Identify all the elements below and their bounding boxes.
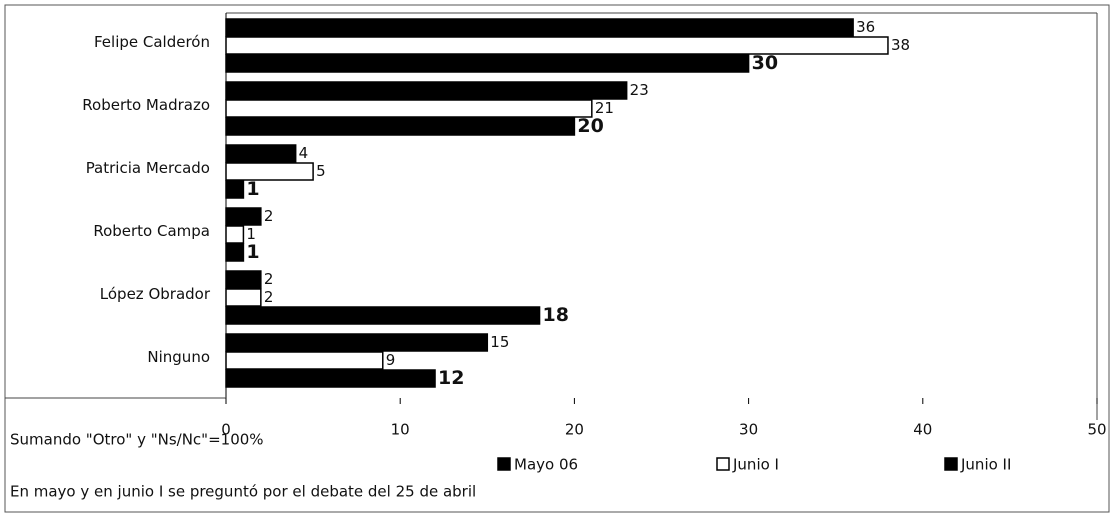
data-label: 20 bbox=[577, 115, 603, 137]
legend-label: Junio I bbox=[732, 456, 779, 474]
data-label: 36 bbox=[856, 18, 875, 36]
data-label: 1 bbox=[246, 225, 256, 243]
data-label: 18 bbox=[543, 304, 569, 326]
y-tick-label: López Obrador bbox=[100, 285, 211, 303]
chart-frame bbox=[4, 4, 1110, 513]
data-label: 12 bbox=[438, 367, 464, 389]
y-tick-label: Roberto Campa bbox=[93, 222, 210, 240]
x-tick-label: 30 bbox=[739, 421, 758, 439]
bar bbox=[225, 333, 489, 352]
y-tick-label: Roberto Madrazo bbox=[82, 96, 210, 114]
data-label: 23 bbox=[630, 81, 649, 99]
annotation: En mayo y en junio I se preguntó por el … bbox=[10, 483, 476, 501]
data-label: 30 bbox=[752, 52, 778, 74]
bar bbox=[225, 162, 314, 181]
legend-swatch bbox=[716, 457, 730, 471]
bar bbox=[225, 306, 541, 325]
bar bbox=[225, 243, 245, 262]
bar bbox=[225, 99, 593, 118]
data-label: 1 bbox=[246, 241, 259, 263]
bar bbox=[225, 369, 436, 388]
bar bbox=[225, 117, 576, 136]
legend-swatch bbox=[944, 457, 958, 471]
bar bbox=[225, 351, 384, 370]
bar bbox=[225, 144, 297, 163]
bar bbox=[225, 207, 262, 226]
legend-label: Junio II bbox=[960, 456, 1011, 474]
data-label: 5 bbox=[316, 162, 326, 180]
x-tick-label: 10 bbox=[391, 421, 410, 439]
legend-label: Mayo 06 bbox=[514, 456, 578, 474]
bar bbox=[225, 81, 628, 100]
x-tick-label: 20 bbox=[565, 421, 584, 439]
annotation: Sumando "Otro" y "Ns/Nc"=100% bbox=[10, 431, 264, 449]
bar bbox=[225, 225, 245, 244]
legend-swatch bbox=[497, 457, 511, 471]
bar bbox=[225, 288, 262, 307]
data-label: 9 bbox=[386, 351, 396, 369]
data-label: 1 bbox=[246, 178, 259, 200]
data-label: 15 bbox=[490, 333, 509, 351]
data-label: 2 bbox=[264, 288, 274, 306]
x-tick-label: 50 bbox=[1087, 421, 1106, 439]
bar bbox=[225, 36, 889, 55]
bar bbox=[225, 180, 245, 199]
y-tick-label: Felipe Calderón bbox=[94, 33, 210, 51]
bar bbox=[225, 270, 262, 289]
data-label: 2 bbox=[264, 270, 274, 288]
y-tick-label: Patricia Mercado bbox=[86, 159, 210, 177]
bar bbox=[225, 18, 854, 37]
bar bbox=[225, 54, 750, 73]
data-label: 21 bbox=[595, 99, 614, 117]
data-label: 4 bbox=[299, 144, 309, 162]
y-tick-label: Ninguno bbox=[147, 348, 210, 366]
data-label: 2 bbox=[264, 207, 274, 225]
x-tick-label: 0 bbox=[221, 421, 231, 439]
data-label: 38 bbox=[891, 36, 910, 54]
x-tick-label: 40 bbox=[913, 421, 932, 439]
